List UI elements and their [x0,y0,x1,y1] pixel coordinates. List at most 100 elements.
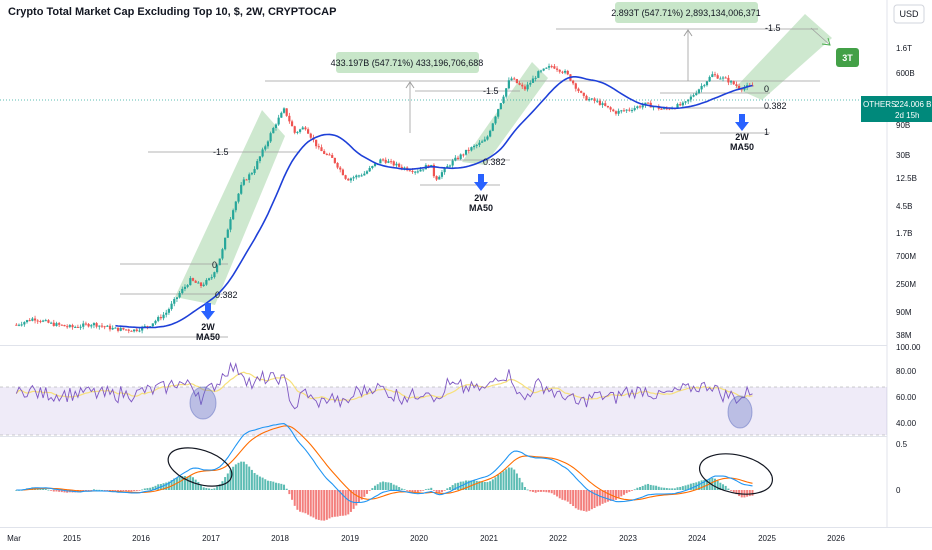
macd-histogram-bar [478,481,481,490]
macd-histogram-bar [395,485,398,490]
candle [331,155,334,158]
candle [526,84,529,90]
candle [191,278,195,281]
macd-axis[interactable]: 0.50 [896,440,908,495]
macd-histogram-bar [684,485,687,490]
candle [472,145,476,148]
candle [293,126,296,133]
macd-histogram-bar [582,490,585,511]
macd-histogram-bar [489,481,492,490]
macd-histogram-bar [588,490,591,511]
candle [523,86,527,90]
candle [258,156,262,162]
candle [507,80,510,89]
target-badge[interactable] [836,48,859,67]
macd-histogram-bar [462,481,465,490]
candle [456,157,460,159]
macd-histogram-bar [636,487,639,490]
candle [175,297,179,300]
price-tick-label: 12.5B [896,174,917,183]
candle [248,174,251,180]
candle [183,286,187,289]
candle [563,70,567,73]
candle [521,84,524,87]
macd-histogram-bar [165,482,168,490]
macd-histogram-bar [427,488,430,490]
candle [178,293,181,298]
candle [68,325,71,327]
fib-label-zero-3: 0 [764,84,769,94]
candle [360,175,363,177]
currency-box[interactable] [893,4,925,24]
macd-histogram-bar [590,490,593,510]
time-tick-label: 2022 [549,534,567,543]
candle [52,322,55,326]
time-tick-label: 2019 [341,534,359,543]
candle [170,303,173,310]
macd-histogram-bar [649,484,652,490]
candle [282,108,286,113]
macd-histogram-bar [119,490,122,492]
macd-histogram-bar [451,485,454,490]
macd-histogram-bar [454,483,457,490]
macd-histogram-bar [336,490,339,517]
macd-histogram-bar [494,477,497,490]
candle [681,102,684,106]
macd-histogram-bar [564,490,567,501]
candle [202,284,205,286]
measure-box-top[interactable] [615,2,758,23]
candle [689,96,693,100]
macd-histogram-bar [167,481,170,490]
macd-histogram-bar [315,490,318,520]
price-tick-label: 30B [896,151,910,160]
candle [577,88,580,92]
macd-histogram-bar [283,484,286,490]
candle [141,326,144,331]
macd-histogram-bar [325,490,328,520]
candle [638,106,642,108]
macd-histogram-bar [42,488,45,490]
macd-histogram-bar [208,488,211,490]
candle [446,166,449,168]
candle [66,326,69,328]
time-axis[interactable]: Mar 2015 2016 2017 2018 2019 2020 2021 2022 2023 2… [7,534,845,543]
candle [119,327,122,331]
candle [604,103,607,106]
candle [545,67,548,69]
candle [373,163,377,167]
macd-histogram-bar [261,477,264,490]
macd-histogram-bar [497,474,500,490]
macd-histogram-bar [200,485,203,490]
ma-label-ma50-1: MA50 [196,332,220,342]
candle [705,81,709,86]
macd-histogram-bar [87,490,90,491]
candle [15,324,18,326]
candle [398,163,401,167]
rsi-axis[interactable]: 100.00 80.00 60.00 40.00 [896,343,921,428]
candle [692,95,695,97]
candle [325,153,328,155]
macd-histogram-bar [181,476,184,490]
macd-histogram-bar [641,485,644,490]
macd-histogram-bar [406,490,409,491]
target-label: 3T [842,53,853,63]
candle [33,318,37,321]
macd-histogram-bar [596,490,599,507]
time-tick-label: Mar [7,534,21,543]
candle [116,327,120,331]
symbol-tag[interactable] [861,96,932,122]
price-axis[interactable]: 1.6T 600B 90B 30B 12.5B 4.5B 1.7B 700M 250M 90M 38… [896,44,917,340]
price-panel[interactable] [0,0,887,345]
candle [721,77,725,79]
candle [499,103,502,110]
candle [60,324,63,326]
macd-histogram-bar [400,488,403,490]
time-tick-label: 2015 [63,534,81,543]
measure-box-mid[interactable] [336,52,479,73]
candle [550,66,553,68]
candle [261,149,264,157]
macd-histogram-bar [609,490,612,501]
candle [256,161,259,170]
candle [237,193,240,202]
